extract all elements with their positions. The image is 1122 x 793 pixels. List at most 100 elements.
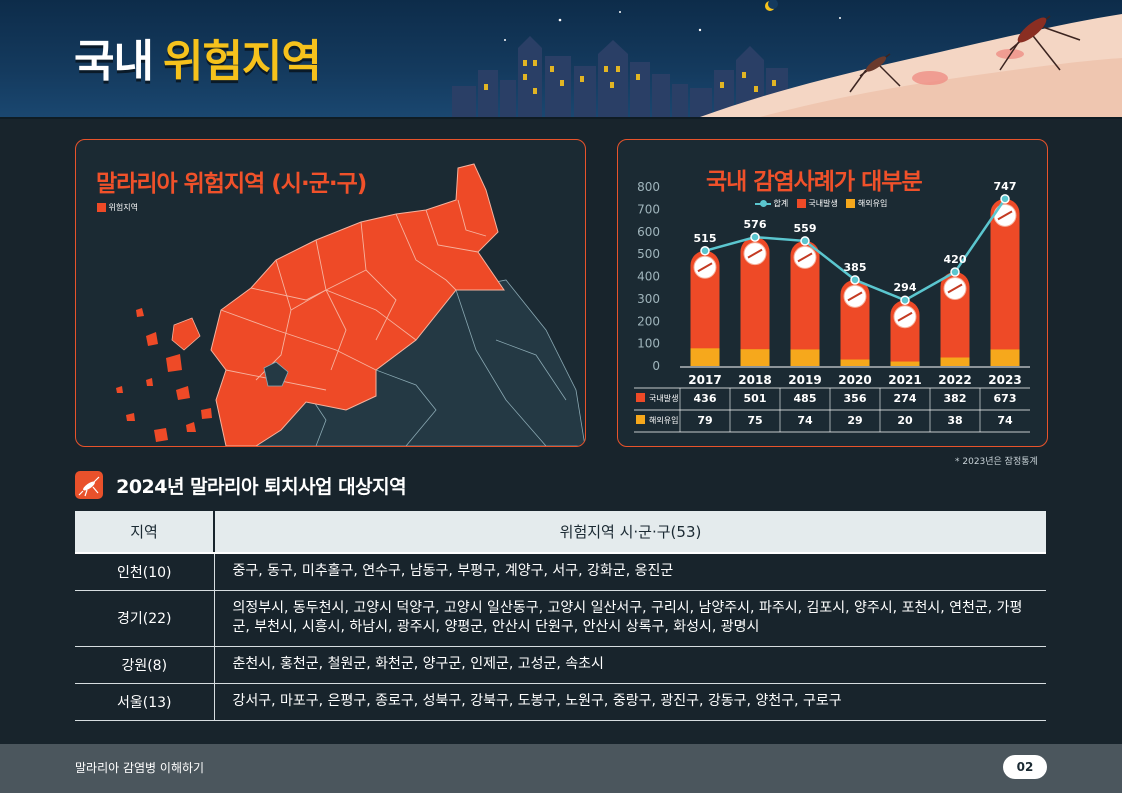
mosquito-body-icon [697, 262, 713, 273]
bar-domestic [990, 198, 1020, 366]
bar-overseas [940, 357, 970, 366]
x-tick-label: 2022 [938, 373, 971, 387]
page-title-yellow: 위험지역 [162, 36, 322, 87]
footer-title: 말라리아 감염병 이해하기 [75, 761, 205, 775]
overseas-swatch [846, 199, 856, 208]
data-table-value: 74 [797, 414, 813, 427]
x-tick-label: 2023 [988, 373, 1021, 387]
legend-domestic-label: 국내발생 [808, 199, 838, 208]
bar-overseas [890, 361, 920, 366]
map-title: 말라리아 위험지역 (시·군·구) [96, 171, 367, 197]
page-title-white: 국내 [74, 36, 154, 87]
bar-domestic [790, 240, 820, 366]
total-point [850, 275, 860, 285]
mosquito-body-icon [747, 248, 763, 259]
row-areas: 중구, 동구, 미추홀구, 연수구, 남동구, 부평구, 계양구, 서구, 강화… [214, 553, 1046, 591]
legend-total: 합계 [755, 198, 788, 209]
total-point [950, 267, 960, 277]
data-table-swatch [636, 415, 645, 424]
total-value-label: 294 [894, 281, 917, 294]
row-region: 강원(8) [75, 646, 215, 684]
total-value-label: 559 [794, 222, 817, 235]
bar-overseas [840, 359, 870, 366]
mosquito-body-icon [897, 311, 913, 322]
page-title: 국내 위험지역 [74, 40, 322, 84]
total-point [1000, 194, 1010, 204]
provisional-note: * 2023년은 잠정통계 [955, 457, 1038, 467]
data-table-value: 673 [994, 392, 1017, 405]
table-header-row: 지역 위험지역 시·군·구(53) [75, 511, 1046, 554]
data-table-value: 436 [694, 392, 717, 405]
target-regions-table: 지역 위험지역 시·군·구(53) 인천(10) 중구, 동구, 미추홀구, 연… [75, 511, 1046, 721]
table-row: 강원(8) 춘천시, 홍천군, 철원군, 화천군, 양구군, 인제군, 고성군,… [75, 646, 1046, 684]
risk-legend-swatch [97, 203, 106, 212]
row-areas: 의정부시, 동두천시, 고양시 덕양구, 고양시 일산동구, 고양시 일산서구,… [214, 590, 1046, 647]
data-table-value: 74 [997, 414, 1013, 427]
row-region: 경기(22) [75, 590, 215, 647]
bar-overseas [790, 349, 820, 366]
total-point [700, 246, 710, 256]
y-tick-label: 500 [637, 247, 660, 261]
row-areas: 춘천시, 홍천군, 철원군, 화천군, 양구군, 인제군, 고성군, 속초시 [214, 646, 1046, 684]
x-tick-label: 2021 [888, 373, 921, 387]
bar-overseas [740, 349, 770, 366]
data-table-value: 20 [897, 414, 913, 427]
total-value-label: 420 [944, 253, 967, 266]
y-tick-label: 100 [637, 337, 660, 351]
data-table-row-label: 해외유입 [649, 415, 678, 425]
line-marker-icon [755, 199, 771, 207]
mosquito-body-icon [797, 252, 813, 263]
map-legend-label: 위험지역 [108, 203, 138, 212]
total-point [750, 232, 760, 242]
map-legend: 위험지역 [97, 202, 138, 213]
data-table-value: 29 [847, 414, 862, 427]
domestic-swatch [796, 199, 806, 208]
total-point [800, 236, 810, 246]
data-table-value: 274 [894, 392, 917, 405]
chart-legend: 합계 국내발생 해외유입 [755, 198, 893, 209]
x-tick-label: 2018 [738, 373, 771, 387]
y-tick-label: 0 [652, 359, 660, 373]
data-table-swatch [636, 393, 645, 402]
x-tick-label: 2020 [838, 373, 871, 387]
table-row: 경기(22) 의정부시, 동두천시, 고양시 덕양구, 고양시 일산동구, 고양… [75, 590, 1046, 647]
y-tick-label: 200 [637, 314, 660, 328]
mosquito-icon [75, 471, 103, 499]
legend-total-label: 합계 [773, 199, 789, 208]
y-tick-label: 800 [637, 180, 660, 194]
bar-domestic [740, 237, 770, 366]
data-table-value: 38 [947, 414, 962, 427]
header-region: 지역 [75, 511, 215, 554]
header-banner: 국내 위험지역 [0, 0, 1122, 119]
y-tick-label: 600 [637, 225, 660, 239]
x-tick-label: 2017 [688, 373, 721, 387]
y-tick-label: 700 [637, 202, 660, 216]
bar-overseas [690, 348, 720, 366]
footer: 말라리아 감염병 이해하기 02 [0, 744, 1122, 793]
data-table-row-label: 국내발생 [649, 393, 678, 403]
legend-overseas-label: 해외유입 [857, 199, 888, 208]
data-table-value: 75 [747, 414, 762, 427]
risk-map-panel: 말라리아 위험지역 (시·군·구) 위험지역 [75, 139, 586, 447]
x-tick-label: 2019 [788, 373, 821, 387]
total-point [900, 295, 910, 305]
total-value-label: 576 [744, 218, 767, 231]
table-row: 인천(10) 중구, 동구, 미추홀구, 연수구, 남동구, 부평구, 계양구,… [75, 553, 1046, 591]
cases-chart-panel: 국내 감염사례가 대부분 합계 국내발생 해외유입 0 100 200 300 400 5… [617, 139, 1048, 447]
bar-overseas [990, 349, 1020, 366]
total-value-label: 747 [994, 180, 1017, 193]
data-table-value: 382 [944, 392, 967, 405]
y-tick-label: 300 [637, 292, 660, 306]
total-value-label: 385 [844, 261, 867, 274]
data-table-value: 485 [794, 392, 817, 405]
bar-domestic [690, 250, 720, 366]
row-region: 인천(10) [75, 553, 215, 591]
data-table-value: 79 [697, 414, 712, 427]
mosquito-body-icon [997, 210, 1013, 221]
legend-domestic: 국내발생 [796, 198, 838, 209]
row-areas: 강서구, 마포구, 은평구, 종로구, 성북구, 강북구, 도봉구, 노원구, … [214, 683, 1046, 721]
y-tick-label: 400 [637, 270, 660, 284]
korea-risk-map [116, 163, 585, 446]
page-number: 02 [1003, 755, 1047, 779]
